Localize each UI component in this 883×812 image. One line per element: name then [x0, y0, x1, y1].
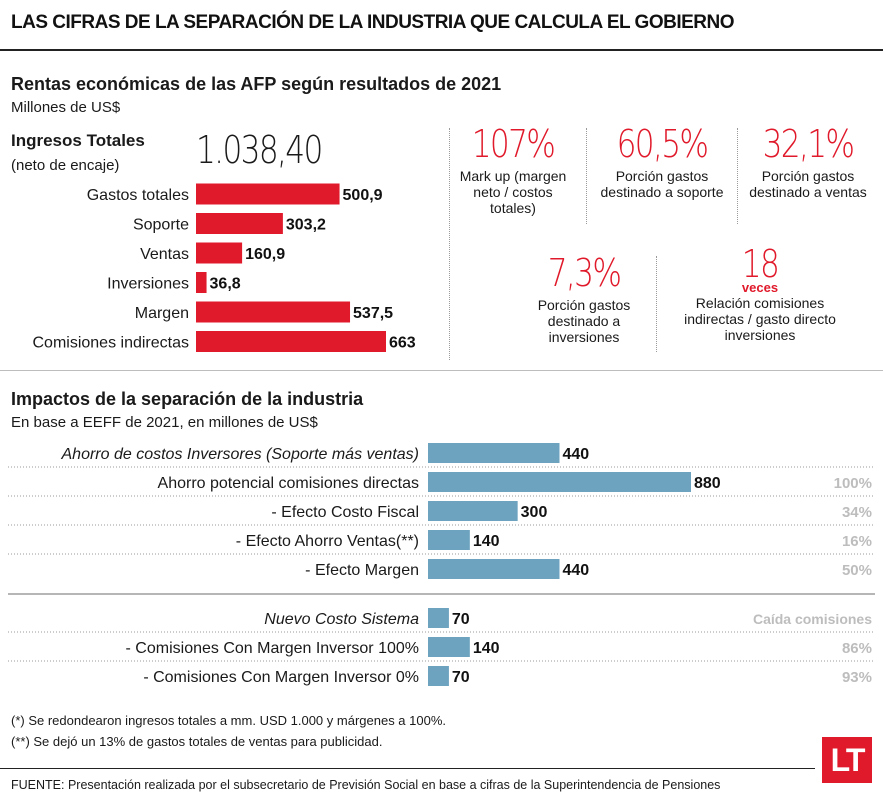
bar-category-label: - Comisiones Con Margen Inversor 100%: [126, 640, 419, 657]
bar: [428, 501, 518, 521]
bar-value-label: 880: [694, 475, 721, 492]
bar: [428, 472, 691, 492]
bar-category-label: - Efecto Costo Fiscal: [271, 504, 419, 521]
percent-label: Caída comisiones: [753, 611, 872, 627]
stat-divider: [656, 256, 657, 352]
stat-markup: 107% Mark up (margen neto / costos total…: [455, 122, 571, 216]
bar-category-label: Comisiones indirectas: [32, 335, 189, 352]
percent-label: 16%: [842, 533, 872, 550]
header-rule: [0, 49, 883, 51]
percent-label: 50%: [842, 562, 872, 579]
source-note: FUENTE: Presentación realizada por el su…: [11, 778, 720, 792]
stat-relacion-label: Relación comisiones indirectas / gasto d…: [684, 295, 836, 343]
bar: [196, 272, 207, 293]
bar: [196, 301, 351, 323]
stat-ventas: 32,1% Porción gastos destinado a ventas: [744, 122, 872, 200]
stat-ventas-label: Porción gastos destinado a ventas: [749, 168, 867, 200]
bar: [428, 443, 560, 463]
bar-value-label: 303,2: [286, 217, 326, 234]
bar-category-label: Ventas: [140, 246, 189, 263]
bar-value-label: 140: [473, 533, 500, 550]
bar-category-label: - Comisiones Con Margen Inversor 0%: [143, 669, 419, 686]
stat-markup-value: 107%: [471, 122, 556, 166]
stat-ventas-value: 32,1%: [762, 122, 855, 166]
bar-value-label: 70: [452, 611, 470, 628]
bar-category-label: Ahorro potencial comisiones directas: [158, 475, 419, 492]
stat-soporte-value: 60,5%: [616, 122, 709, 166]
bar-value-label: 537,5: [353, 305, 393, 322]
bar-value-label: 70: [452, 669, 470, 686]
rentas-bar-chart: Gastos totales 500,9 Soporte 303,2 Ventas 160…: [32, 183, 416, 352]
bar-value-label: 36,8: [210, 276, 241, 293]
bar: [196, 242, 243, 264]
bar: [428, 559, 560, 579]
footnote-2: (**) Se dejó un 13% de gastos totales de…: [11, 734, 383, 749]
section-divider: [449, 128, 450, 360]
stat-relacion-value: 18: [741, 242, 780, 286]
stat-inversiones: 7,3% Porción gastos destinado a inversio…: [520, 251, 648, 345]
bar-category-label: Ahorro de costos Inversores (Soporte más…: [61, 446, 420, 463]
ingresos-value: 1.038,40: [196, 128, 323, 172]
stat-inversiones-label: Porción gastos destinado a inversiones: [537, 297, 631, 345]
ingresos-sublabel: (neto de encaje): [11, 157, 120, 174]
bar-category-label: - Efecto Margen: [305, 562, 419, 579]
source-label: FUENTE:: [11, 778, 65, 792]
bar-value-label: 160,9: [245, 246, 285, 263]
section-rule: [0, 370, 883, 371]
bar-value-label: 140: [473, 640, 500, 657]
stat-relacion-unit: veces: [741, 280, 779, 295]
percent-label: 100%: [834, 475, 872, 492]
percent-label: 93%: [842, 669, 872, 686]
source-rule: [0, 768, 815, 769]
footnote-1: (*) Se redondearon ingresos totales a mm…: [11, 713, 447, 728]
lt-logo: LT: [822, 737, 872, 783]
bar-category-label: Nuevo Costo Sistema: [264, 611, 419, 628]
bar-value-label: 300: [521, 504, 548, 521]
stat-divider: [737, 128, 738, 224]
percent-label: 34%: [842, 504, 872, 521]
rentas-subtitle: Millones de US$: [11, 99, 121, 116]
bar: [428, 608, 449, 628]
rentas-title: Rentas económicas de las AFP según resul…: [11, 74, 502, 94]
impactos-bar-chart: Ahorro de costos Inversores (Soporte más…: [8, 443, 875, 686]
impactos-subtitle: En base a EEFF de 2021, en millones de U…: [11, 414, 318, 431]
stat-soporte: 60,5% Porción gastos destinado a soporte: [593, 122, 731, 200]
stat-soporte-label: Porción gastos destinado a soporte: [600, 168, 724, 200]
stat-relacion: 18 veces Relación comisiones indirectas …: [664, 242, 856, 343]
bar: [428, 530, 470, 550]
bar-value-label: 663: [389, 335, 416, 352]
bar-value-label: 440: [563, 446, 590, 463]
impactos-title: Impactos de la separación de la industri…: [11, 389, 364, 409]
bar-category-label: Inversiones: [107, 276, 189, 293]
bar: [196, 331, 386, 352]
bar: [428, 666, 449, 686]
source-text: Presentación realizada por el subsecreta…: [64, 778, 721, 792]
page-title: LAS CIFRAS DE LA SEPARACIÓN DE LA INDUST…: [11, 12, 735, 33]
ingresos-label: Ingresos Totales: [11, 131, 145, 150]
stat-markup-label: Mark up (margen neto / costos totales): [459, 168, 567, 216]
bar-category-label: Margen: [135, 305, 189, 322]
bar-category-label: - Efecto Ahorro Ventas(**): [236, 533, 419, 550]
bar: [196, 183, 340, 205]
bar: [428, 637, 470, 657]
bar-value-label: 440: [563, 562, 590, 579]
stat-inversiones-value: 7,3%: [547, 251, 622, 295]
bar: [196, 213, 283, 234]
bar-category-label: Soporte: [133, 217, 189, 234]
bar-category-label: Gastos totales: [87, 187, 189, 204]
stat-divider: [586, 128, 587, 224]
bar-value-label: 500,9: [343, 187, 383, 204]
percent-label: 86%: [842, 640, 872, 657]
